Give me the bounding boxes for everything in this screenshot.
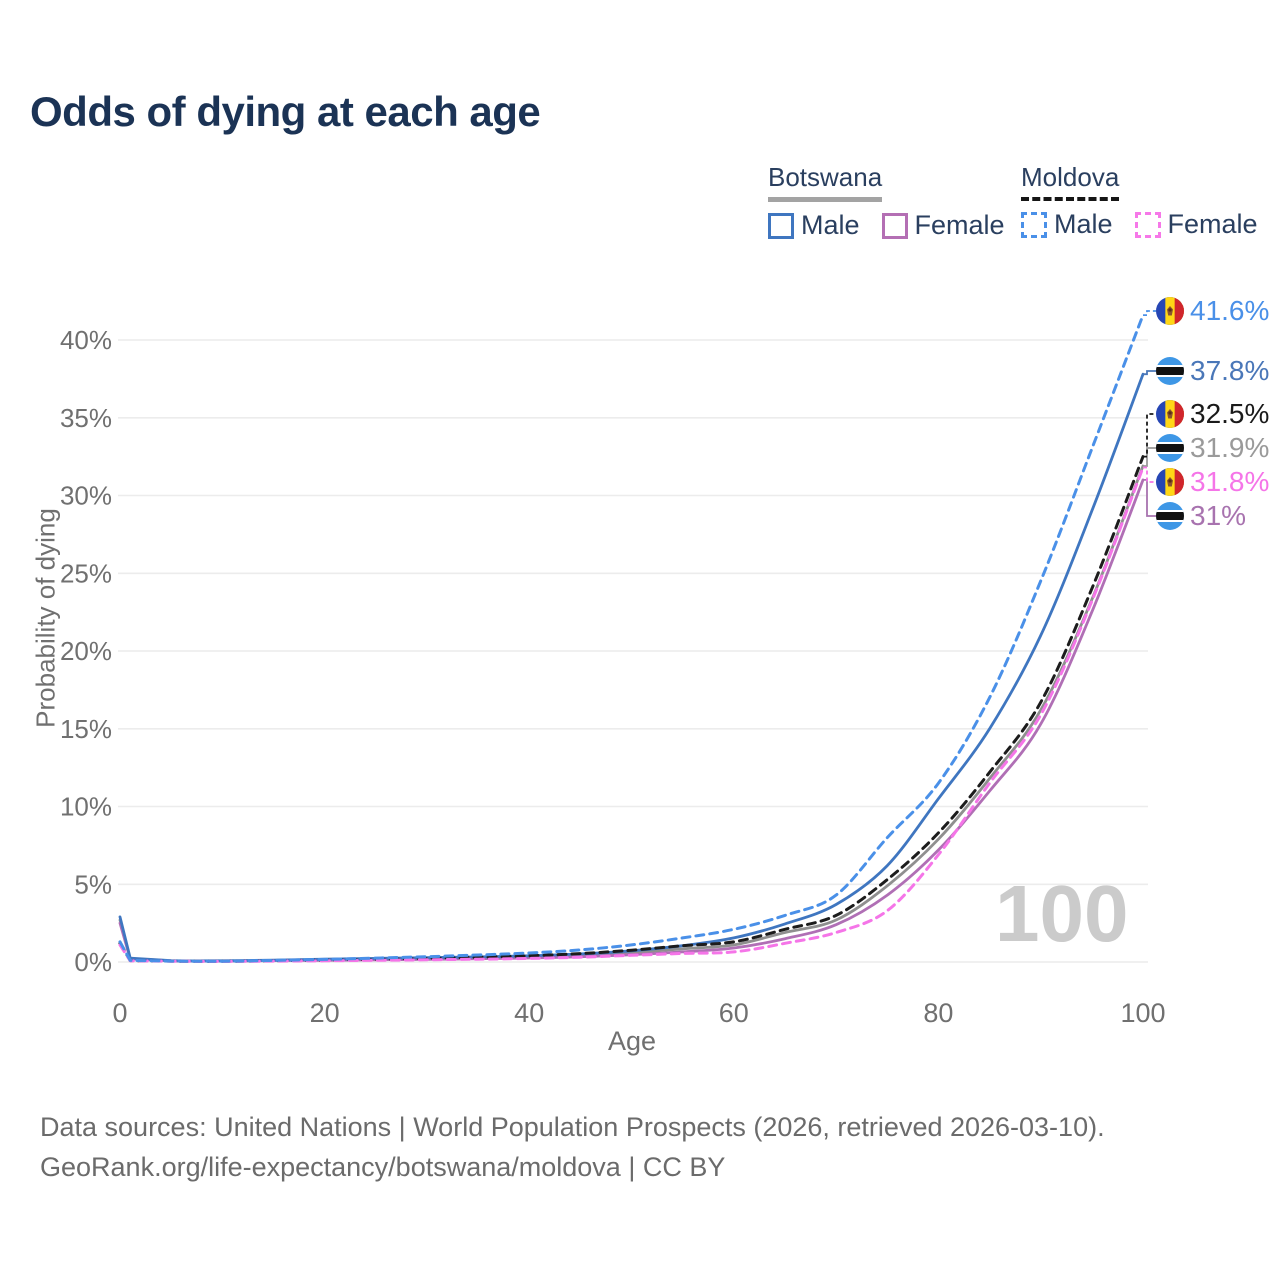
end-label-connector-botswana-female	[1143, 479, 1156, 517]
legend-group-moldova: Moldova Male Female	[1021, 162, 1258, 240]
flag-botswana-icon	[1156, 502, 1184, 530]
footer-data-sources: Data sources: United Nations | World Pop…	[40, 1112, 1105, 1142]
legend-item-botswana-female[interactable]: Female	[881, 210, 1005, 241]
y-tick-label: 40%	[60, 325, 112, 355]
legend-label-moldova-female: Female	[1167, 209, 1258, 239]
moldova-female-swatch	[1134, 211, 1161, 238]
y-tick-label: 10%	[60, 792, 112, 822]
end-label-connector-moldova-male	[1143, 310, 1156, 316]
end-label-botswana-female: 31%	[1190, 500, 1246, 531]
legend-item-moldova-female[interactable]: Female	[1134, 209, 1258, 240]
legend-label-botswana-female: Female	[914, 210, 1005, 240]
flag-botswana-icon	[1156, 434, 1184, 462]
botswana-male-swatch	[768, 212, 794, 239]
watermark-age: 100	[995, 869, 1129, 958]
legend-group-botswana: Botswana Male Female	[768, 162, 1005, 241]
y-tick-label: 20%	[60, 636, 112, 666]
legend-country-botswana[interactable]: Botswana	[768, 162, 883, 202]
moldova-male-swatch	[1021, 211, 1047, 238]
x-axis-title: Age	[607, 1026, 657, 1056]
x-tick-label: 60	[719, 998, 749, 1028]
x-tick-label: 20	[310, 998, 340, 1028]
end-label-botswana-total: 31.9%	[1190, 432, 1269, 463]
series-line-moldova-total	[118, 455, 1145, 963]
end-label-moldova-male: 41.6%	[1190, 295, 1269, 326]
flag-moldova-icon	[1156, 468, 1184, 496]
legend-label-botswana-male: Male	[801, 210, 860, 240]
series-line-botswana-male	[118, 372, 1145, 963]
series-line-botswana-female	[118, 478, 1145, 963]
legend-item-botswana-male[interactable]: Male	[768, 210, 860, 241]
end-label-connector-moldova-female	[1143, 466, 1156, 483]
y-tick-label: 5%	[74, 869, 112, 899]
y-tick-label: 30%	[60, 481, 112, 511]
end-label-moldova-total: 32.5%	[1190, 398, 1269, 429]
footer: Data sources: United Nations | World Pop…	[40, 1108, 1105, 1188]
y-tick-label: 35%	[60, 403, 112, 433]
legend-item-moldova-male[interactable]: Male	[1021, 209, 1113, 240]
end-label-botswana-male: 37.8%	[1190, 355, 1269, 386]
y-tick-label: 25%	[60, 558, 112, 588]
botswana-female-swatch	[881, 212, 908, 239]
flag-moldova-icon	[1156, 400, 1184, 428]
footer-attribution[interactable]: GeoRank.org/life-expectancy/botswana/mol…	[40, 1151, 726, 1182]
end-label-connector-moldova-total	[1143, 413, 1156, 458]
end-label-moldova-female: 31.8%	[1190, 466, 1269, 497]
series-line-moldova-male	[118, 313, 1145, 963]
x-tick-label: 0	[112, 998, 127, 1028]
page-title: Odds of dying at each age	[30, 88, 541, 135]
legend-country-moldova[interactable]: Moldova	[1021, 162, 1120, 201]
series-line-botswana-total	[118, 464, 1145, 963]
flag-moldova-icon	[1156, 297, 1184, 325]
series-line-moldova-female	[118, 466, 1145, 963]
x-tick-label: 40	[514, 998, 544, 1028]
y-axis-title: Probability of dying	[30, 508, 61, 728]
end-label-connector-botswana-male	[1143, 370, 1156, 376]
y-tick-label: 0%	[74, 947, 112, 977]
x-tick-label: 80	[923, 998, 953, 1028]
x-tick-label: 100	[1120, 998, 1165, 1028]
flag-botswana-icon	[1156, 357, 1184, 385]
legend-label-moldova-male: Male	[1054, 209, 1113, 239]
y-tick-label: 15%	[60, 714, 112, 744]
